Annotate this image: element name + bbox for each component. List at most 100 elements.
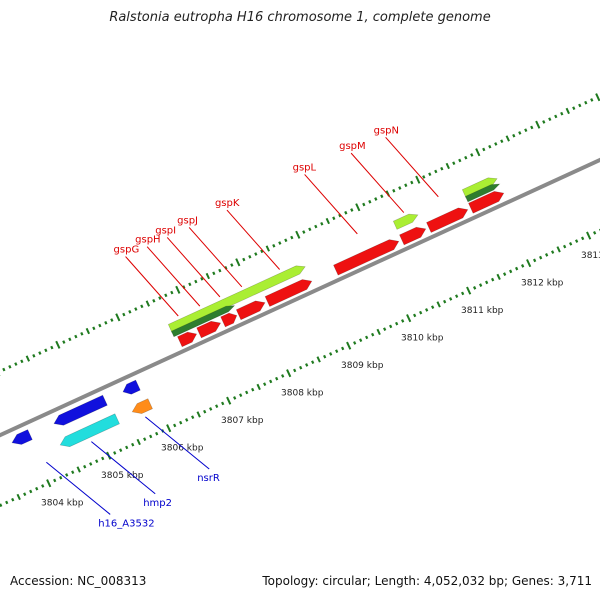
- inner-scale-tick: [251, 387, 255, 392]
- outer-scale-tick: [302, 230, 306, 234]
- outer-scale-tick: [512, 133, 516, 138]
- gene-arrow-gspN: [426, 207, 469, 233]
- outer-scale-tick: [344, 210, 348, 215]
- inner-scale-tick: [586, 231, 592, 240]
- outer-scale-tick: [530, 125, 534, 130]
- inner-scale-tick: [46, 479, 52, 488]
- gene-label-gspG: gspG: [114, 245, 140, 256]
- inner-scale-tick: [575, 239, 579, 243]
- gene-arrow-unlabeled-2: [122, 379, 141, 395]
- gene-arrow-unlabeled-18: [465, 183, 501, 203]
- inner-scale-tick: [281, 374, 285, 378]
- outer-scale-tick: [350, 208, 354, 212]
- inner-scale-tick: [173, 423, 177, 428]
- inner-scale-tick: [269, 379, 273, 384]
- inner-scale-tick: [376, 328, 381, 336]
- outer-scale-tick: [332, 216, 336, 221]
- inner-scale-tick: [491, 277, 495, 282]
- outer-scale-tick: [290, 235, 294, 240]
- scale-label: 3807 kbp: [221, 416, 264, 426]
- gene-arrow-gspK: [264, 279, 313, 307]
- gene-arrow-gspG: [177, 331, 198, 348]
- inner-scale-tick: [226, 396, 232, 405]
- outer-scale-tick: [434, 169, 438, 174]
- inner-scale-tick: [41, 484, 45, 488]
- gene-arrow-unlabeled-0: [11, 429, 33, 445]
- gene-label-gspH: gspH: [135, 235, 160, 246]
- outer-scale-tick: [325, 217, 330, 225]
- scale-label: 3805 kbp: [101, 471, 144, 481]
- inner-scale-tick: [419, 310, 423, 315]
- inner-scale-tick: [83, 464, 87, 469]
- gene-arrow-gspI: [220, 312, 238, 328]
- inner-scale-tick: [461, 291, 465, 296]
- gene-label-gspN: gspN: [374, 125, 399, 136]
- outer-scale-tick: [254, 252, 258, 256]
- gene-label-gspK: gspK: [215, 198, 240, 209]
- outer-scale-tick: [295, 230, 301, 239]
- outer-scale-tick: [355, 203, 361, 212]
- outer-scale-tick: [50, 345, 54, 350]
- inner-scale-tick: [286, 369, 292, 378]
- outer-scale-tick: [380, 194, 384, 199]
- outer-scale-tick: [55, 340, 61, 349]
- inner-scale-tick: [581, 236, 585, 241]
- outer-scale-tick: [440, 166, 444, 171]
- scale-label: 3811 kbp: [461, 306, 504, 316]
- outer-scale-tick: [230, 263, 234, 267]
- outer-scale-tick: [518, 131, 522, 135]
- inner-scale-tick: [316, 356, 321, 363]
- inner-scale-tick: [383, 327, 387, 331]
- outer-scale-tick: [68, 337, 72, 342]
- inner-scale-tick: [143, 437, 147, 442]
- outer-scale-tick: [524, 128, 528, 133]
- gene-arrow-gspM: [399, 226, 427, 246]
- inner-scale-tick: [389, 324, 393, 329]
- outer-scale-tick: [248, 254, 252, 259]
- inner-scale-tick: [413, 313, 417, 318]
- gene-arrow-unlabeled-4: [131, 398, 153, 414]
- inner-scale-tick: [215, 404, 219, 409]
- gene-leader-line: [145, 416, 210, 470]
- outer-scale-tick: [595, 93, 600, 102]
- inner-scale-tick: [16, 493, 21, 501]
- outer-scale-tick: [242, 257, 246, 262]
- inner-scale-tick: [365, 335, 369, 340]
- outer-scale-tick: [20, 359, 24, 364]
- outer-scale-tick: [200, 276, 204, 281]
- inner-scale-tick: [425, 308, 429, 312]
- outer-scale-tick: [374, 197, 378, 201]
- gene-leader-line: [166, 237, 221, 298]
- inner-scale-tick: [503, 272, 507, 276]
- gene-label-nsrR: nsrR: [197, 473, 220, 484]
- outer-scale-tick: [122, 312, 126, 317]
- outer-scale-tick: [428, 172, 432, 177]
- outer-scale-tick: [140, 304, 144, 309]
- outer-scale-tick: [584, 100, 588, 105]
- outer-scale-tick: [500, 139, 504, 144]
- inner-scale-tick: [35, 486, 39, 491]
- outer-scale-tick: [260, 249, 264, 254]
- scale-label: 3808 kbp: [281, 388, 324, 398]
- outer-scale-tick: [368, 199, 372, 204]
- outer-scale-tick: [175, 285, 181, 294]
- outer-scale-tick: [205, 272, 210, 280]
- gene-label-gspM: gspM: [339, 141, 366, 152]
- inner-scale-tick: [431, 305, 435, 309]
- gene-leader-line: [146, 246, 201, 307]
- outer-scale-tick: [212, 271, 216, 276]
- gene-label-gspL: gspL: [293, 162, 317, 173]
- inner-scale-tick: [521, 264, 525, 268]
- scale-label: 3809 kbp: [341, 361, 384, 371]
- inner-scale-tick: [191, 415, 195, 420]
- outer-scale-tick: [152, 298, 156, 303]
- inner-scale-tick: [29, 489, 33, 494]
- inner-scale-tick: [196, 411, 201, 418]
- inner-scale-tick: [221, 401, 225, 406]
- inner-scale-tick: [263, 382, 267, 387]
- outer-scale-tick: [398, 186, 402, 190]
- outer-scale-tick: [338, 213, 342, 218]
- inner-scale-tick: [395, 321, 399, 326]
- outer-scale-tick: [2, 367, 6, 372]
